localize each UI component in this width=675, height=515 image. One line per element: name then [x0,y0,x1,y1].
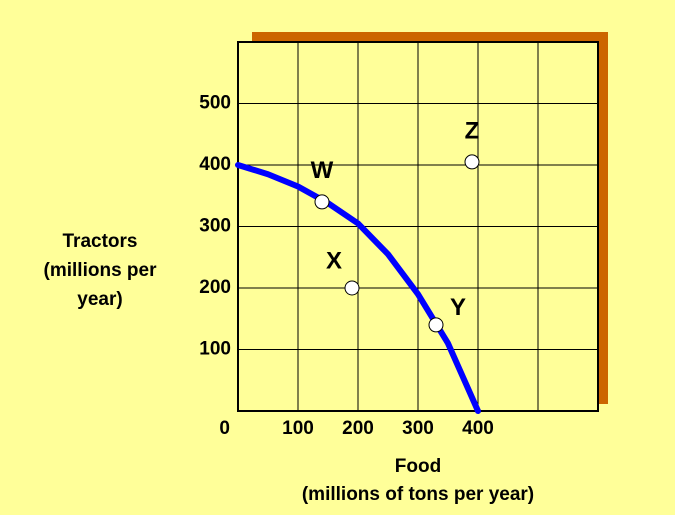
y-tick-label: 400 [199,154,231,175]
point [314,194,330,210]
point-label: W [311,157,334,184]
point [428,317,444,333]
x-axis-label: (millions of tons per year) [302,484,534,505]
x-axis-label: Food [395,456,441,477]
x-tick-label: 200 [342,418,374,439]
x-tick-label: 0 [219,418,230,439]
y-axis-label: year) [77,289,122,310]
y-axis-label: (millions per [44,260,158,281]
point [344,280,360,296]
y-axis-label: Tractors [63,231,138,252]
x-tick-label: 100 [282,418,314,439]
y-tick-label: 500 [199,93,231,114]
point-label: X [326,247,342,274]
y-tick-label: 100 [199,339,231,360]
x-tick-label: 400 [462,418,494,439]
point-label: Y [450,294,466,321]
x-tick-label: 300 [402,418,434,439]
point [464,154,480,170]
point-label: Z [465,117,480,144]
y-tick-label: 300 [199,216,231,237]
y-tick-label: 200 [199,277,231,298]
